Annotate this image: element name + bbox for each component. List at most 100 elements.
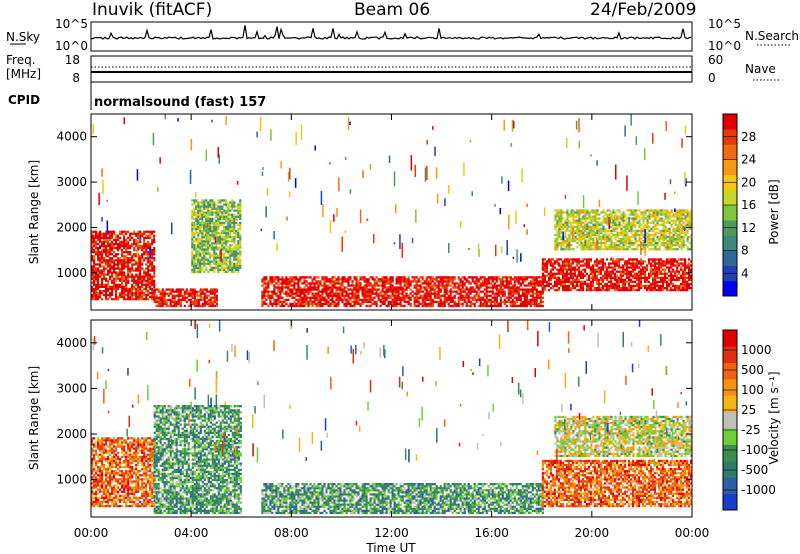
heatmap-cell — [231, 270, 234, 274]
heatmap-cell — [133, 269, 136, 272]
heatmap-cell — [99, 234, 102, 237]
heatmap-cell — [283, 304, 286, 308]
heatmap-cell — [575, 268, 578, 271]
heatmap-cell — [639, 262, 643, 265]
heatmap-cell — [659, 272, 663, 275]
heatmap-cell — [554, 233, 557, 237]
heatmap-cell — [487, 280, 490, 283]
heatmap-cell — [199, 254, 202, 257]
heatmap-cell — [507, 280, 510, 283]
heatmap-cell — [577, 268, 580, 271]
heatmap-cell — [193, 296, 196, 299]
heatmap-cell — [311, 304, 314, 308]
heatmap-cell — [193, 213, 196, 216]
heatmap-cell — [618, 244, 621, 247]
heatmap-cell — [479, 302, 482, 305]
heatmap-cell — [201, 262, 204, 265]
heatmap-cell — [581, 264, 584, 267]
heatmap-cell — [119, 279, 122, 282]
heatmap-cell — [207, 211, 210, 214]
heatmap-cell — [105, 246, 108, 250]
heatmap-cell — [281, 276, 284, 279]
heatmap-cell — [95, 283, 98, 286]
heatmap-cell — [513, 278, 516, 281]
heatmap-cell — [103, 240, 106, 244]
heatmap-cell — [395, 286, 398, 289]
heatmap-cell — [133, 246, 136, 250]
heatmap-cell — [213, 254, 216, 257]
heatmap-cell — [601, 266, 604, 269]
heatmap-cell — [572, 225, 575, 228]
heatmap-cell — [624, 233, 627, 237]
heatmap-cell — [209, 217, 212, 220]
heatmap-cell — [337, 292, 340, 295]
heatmap-cell — [227, 252, 230, 255]
heatmap-cell — [307, 290, 310, 293]
heatmap-cell — [567, 288, 570, 292]
heatmap-cell — [121, 271, 124, 274]
heatmap-cell — [473, 288, 476, 291]
heatmap-cell — [564, 235, 567, 239]
heatmap-cell — [559, 268, 562, 271]
heatmap-cell — [688, 274, 691, 277]
heatmap-cell — [515, 290, 518, 293]
heatmap-cell — [307, 282, 310, 285]
heatmap-cell — [605, 278, 609, 281]
heatmap-cell — [561, 264, 564, 267]
heatmap-cell — [569, 264, 572, 267]
heatmap-cell — [409, 296, 412, 299]
heatmap-cell — [642, 229, 645, 232]
heatmap-cell — [593, 288, 596, 292]
heatmap-cell — [205, 302, 208, 305]
heatmap-cell — [672, 258, 675, 261]
heatmap-cell — [127, 244, 130, 248]
heatmap-cell — [575, 276, 578, 279]
heatmap-cell — [577, 288, 580, 292]
heatmap-cell — [103, 259, 106, 262]
heatmap-cell — [594, 211, 597, 214]
heatmap-cell — [455, 282, 458, 285]
heatmap-cell — [555, 260, 558, 263]
heatmap-cell — [139, 273, 142, 276]
heatmap-cell — [594, 219, 597, 222]
heatmap-cell — [193, 260, 196, 263]
heatmap-cell — [539, 294, 542, 297]
heatmap-cell — [105, 283, 108, 286]
heatmap-cell — [269, 280, 272, 283]
heatmap-cell — [179, 290, 182, 293]
heatmap-cell — [295, 292, 298, 295]
heatmap-cell — [337, 282, 340, 285]
heatmap-cell — [207, 215, 210, 218]
heatmap-cell — [568, 246, 571, 249]
heatmap-cell — [680, 288, 683, 292]
heatmap-cell — [107, 293, 110, 297]
heatmap-cell — [385, 290, 388, 293]
heatmap-cell — [237, 262, 240, 265]
heatmap-cell — [361, 288, 364, 291]
heatmap-cell — [539, 282, 542, 285]
heatmap-cell — [99, 263, 102, 266]
heatmap-cell — [201, 223, 204, 227]
heatmap-cell — [337, 304, 340, 308]
heatmap-cell — [197, 258, 200, 261]
heatmap-cell — [556, 215, 559, 218]
heatmap-cell — [674, 272, 677, 275]
heatmap-cell — [213, 201, 216, 204]
heatmap-cell — [413, 302, 416, 305]
heatmap-cell — [497, 290, 500, 293]
heatmap-cell — [101, 234, 104, 237]
heatmap-cell — [590, 233, 593, 237]
heatmap-cell — [497, 304, 500, 308]
heatmap-cell — [563, 260, 566, 263]
heatmap-cell — [595, 258, 598, 261]
heatmap-cell — [437, 288, 440, 291]
heatmap-cell — [281, 286, 284, 289]
heatmap-cell — [585, 272, 588, 275]
heatmap-cell — [429, 298, 432, 301]
heatmap-cell — [283, 298, 286, 301]
heatmap-cell — [225, 270, 228, 274]
heatmap-cell — [117, 263, 120, 266]
heatmap-cell — [630, 227, 633, 230]
heatmap-cell — [91, 257, 94, 260]
heatmap-cell — [539, 280, 542, 283]
